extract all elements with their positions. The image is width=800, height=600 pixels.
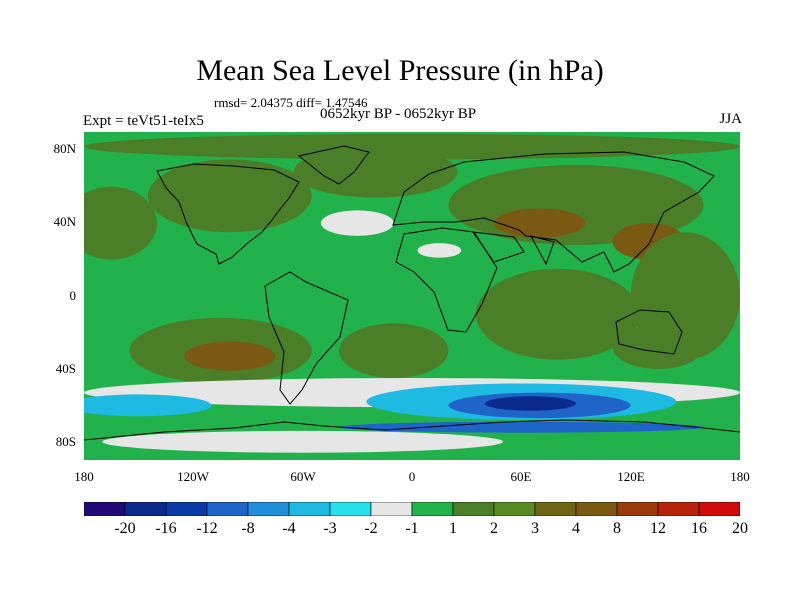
colorbar-swatch bbox=[657, 502, 700, 516]
pressure-map bbox=[84, 132, 740, 460]
lat-label-80s: 80S bbox=[55, 434, 76, 449]
colorbar-swatch bbox=[616, 502, 659, 516]
colorbar-label: 12 bbox=[650, 520, 666, 537]
colorbar-swatch bbox=[411, 502, 454, 516]
lon-label-60e: 60E bbox=[510, 469, 532, 484]
field-region-south-pacific-high bbox=[184, 341, 276, 371]
colorbar-swatch bbox=[575, 502, 618, 516]
lon-label-180e: 180 bbox=[730, 469, 750, 484]
field-region-north-atlantic bbox=[293, 146, 458, 198]
field-region-north-atlantic-high bbox=[320, 210, 394, 236]
field-region-sahara-low bbox=[417, 243, 462, 258]
colorbar-label: -4 bbox=[282, 520, 296, 537]
field-region-antarctic-interior bbox=[102, 430, 504, 453]
lat-label-40n: 40N bbox=[53, 214, 76, 229]
colorbar-swatch bbox=[370, 502, 413, 516]
colorbar-swatch bbox=[247, 502, 290, 516]
colorbar-swatch bbox=[206, 502, 249, 516]
lon-label-0: 0 bbox=[408, 469, 416, 484]
colorbar-label: -16 bbox=[155, 520, 177, 537]
colorbar-swatch bbox=[165, 502, 208, 516]
colorbar-label: 8 bbox=[613, 520, 621, 537]
colorbar-swatch bbox=[84, 502, 126, 516]
coastline-greenland bbox=[297, 145, 370, 185]
colorbar-swatch bbox=[329, 502, 372, 516]
lon-label-180w: 180 bbox=[74, 469, 94, 484]
colorbar-label: -12 bbox=[196, 520, 218, 537]
field-region-southern-ocean-core bbox=[484, 396, 576, 411]
colorbar-swatch bbox=[534, 502, 577, 516]
colorbar-swatch bbox=[452, 502, 495, 516]
colorbar-label: 3 bbox=[531, 520, 539, 537]
colorbar-swatch bbox=[124, 502, 167, 516]
colorbar-label: -8 bbox=[241, 520, 255, 537]
field-region-asia-core bbox=[494, 208, 586, 238]
season-label: JJA bbox=[719, 111, 742, 127]
colorbar-label: -1 bbox=[405, 520, 419, 537]
colorbar-label: 1 bbox=[449, 520, 457, 537]
field-region-arctic bbox=[84, 133, 740, 160]
colorbar-swatch bbox=[698, 502, 740, 516]
colorbar-label: 20 bbox=[732, 520, 748, 537]
colorbar-label: -3 bbox=[323, 520, 337, 537]
coastline-arabia bbox=[471, 231, 525, 263]
field-region-indian-ocean bbox=[475, 268, 640, 360]
coastline-africa bbox=[395, 227, 498, 333]
period-label: 0652kyr BP - 0652kyr BP bbox=[320, 106, 477, 122]
field-region-australia bbox=[612, 325, 704, 369]
stats-line: rmsd= 2.04375 diff= 1.47546 bbox=[214, 95, 368, 110]
colorbar-label: 4 bbox=[572, 520, 580, 537]
coastline-australia bbox=[615, 309, 683, 355]
field-region-antarctic-coast bbox=[339, 421, 704, 433]
colorbar-label: -2 bbox=[364, 520, 378, 537]
lat-label-80n: 80N bbox=[53, 141, 76, 156]
colorbar-label: 16 bbox=[691, 520, 707, 537]
lon-label-120e: 120E bbox=[617, 469, 645, 484]
coastline-antarctica bbox=[84, 419, 740, 441]
coastlines bbox=[84, 145, 740, 441]
field-region-south-atlantic bbox=[339, 323, 449, 378]
colorbar-swatch bbox=[288, 502, 331, 516]
lon-label-120w: 120W bbox=[177, 469, 209, 484]
field-region-north-america bbox=[147, 159, 312, 233]
colorbar-swatch bbox=[493, 502, 536, 516]
coastline-south-america bbox=[264, 271, 349, 405]
lat-label-eq: 0 bbox=[69, 288, 77, 303]
plot-title: Mean Sea Level Pressure (in hPa) bbox=[196, 54, 604, 87]
lat-label-40s: 40S bbox=[55, 361, 76, 376]
colorbar-label: -20 bbox=[114, 520, 136, 537]
field-region-north-pacific-high bbox=[84, 186, 157, 260]
coastline-india bbox=[530, 235, 555, 266]
coastline-north-america bbox=[156, 163, 300, 265]
field-region-southern-ocean-low-west bbox=[84, 394, 212, 417]
colorbar bbox=[84, 502, 740, 516]
lon-label-60w: 60W bbox=[290, 469, 316, 484]
coastline-eurasia bbox=[392, 151, 715, 273]
colorbar-label: 2 bbox=[490, 520, 498, 537]
experiment-label: Expt = teVt51-teIx5 bbox=[83, 113, 204, 129]
